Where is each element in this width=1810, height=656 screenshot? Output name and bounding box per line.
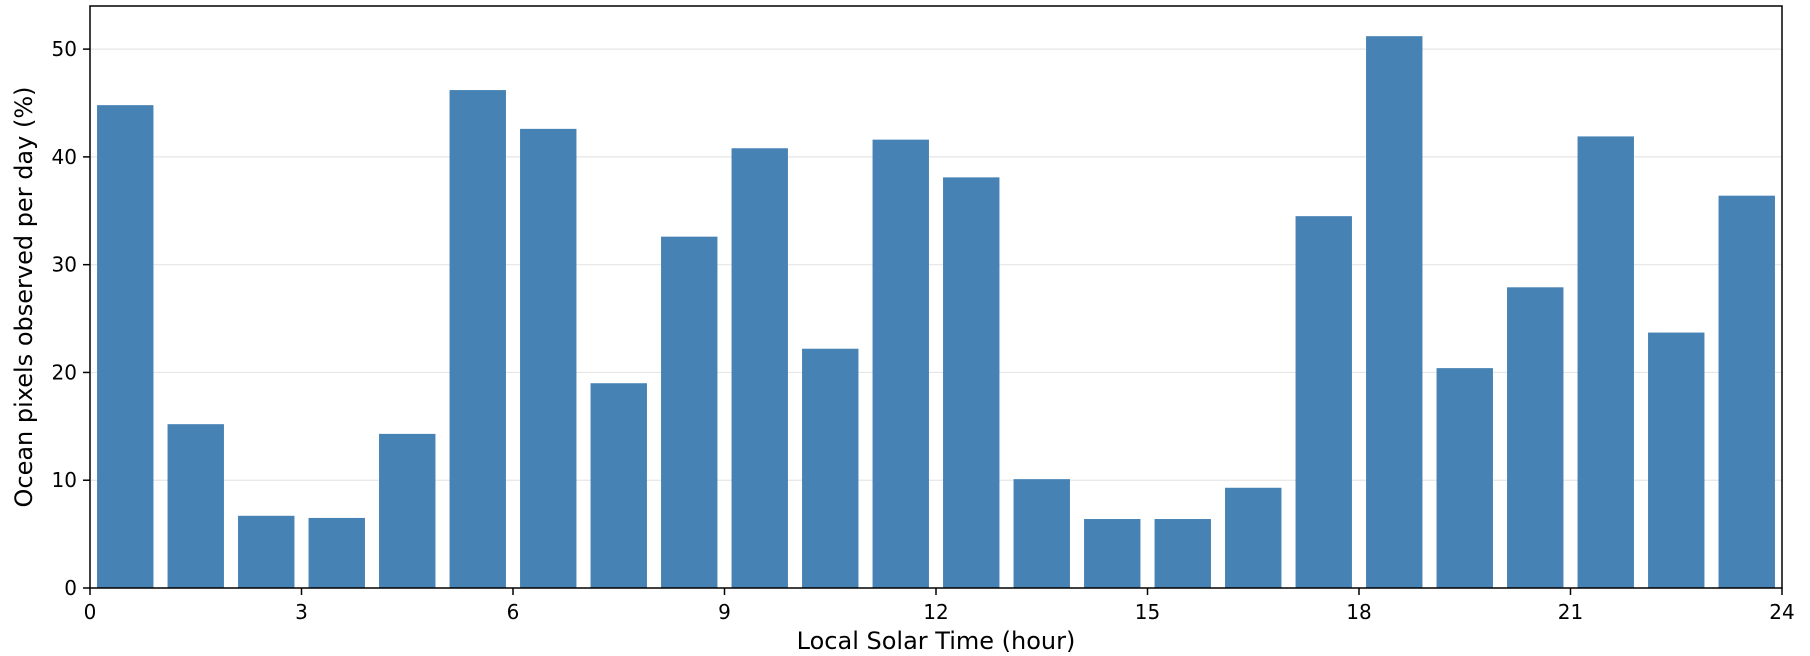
x-tick-label: 24 [1769,600,1794,624]
gridlines [90,48,1782,481]
y-tick-label: 10 [52,468,77,492]
bar [1577,136,1634,588]
bar [1366,36,1423,588]
x-tick-label: 0 [84,600,97,624]
bar [379,433,436,588]
bar [308,517,365,588]
x-tick-label: 12 [923,600,948,624]
bar [802,348,859,588]
bar [1013,479,1070,588]
bar [1154,519,1211,588]
bar [1718,195,1775,588]
bar [1507,287,1564,588]
x-tick-label: 21 [1558,600,1583,624]
y-tick-label: 0 [64,576,77,600]
bar [1084,519,1141,588]
x-axis-label: Local Solar Time (hour) [797,627,1076,655]
y-tick-label: 20 [52,360,77,384]
x-tick-label: 9 [718,600,731,624]
x-axis-ticks: 0 3 6 9 12 15 18 21 24 [84,588,1795,624]
x-tick-label: 3 [295,600,308,624]
bars [97,36,1775,589]
x-tick-label: 6 [507,600,520,624]
bar [1225,487,1282,588]
bar [661,236,718,588]
bar [1436,368,1493,588]
bar [872,139,929,588]
x-tick-label: 18 [1346,600,1371,624]
y-tick-label: 50 [52,37,77,61]
bar [943,177,1000,588]
bar [167,424,224,588]
bar [1295,216,1352,588]
y-tick-label: 30 [52,253,77,277]
bar [449,90,506,589]
bar [590,383,647,588]
y-tick-label: 40 [52,145,77,169]
x-tick-label: 15 [1135,600,1160,624]
y-axis-label: Ocean pixels observed per day (%) [10,86,38,507]
bar [97,105,154,589]
bar [731,148,788,588]
bar [238,515,295,588]
bar [520,128,577,588]
y-axis-ticks: 0 10 20 30 40 50 [52,37,90,600]
bar [1648,332,1705,588]
